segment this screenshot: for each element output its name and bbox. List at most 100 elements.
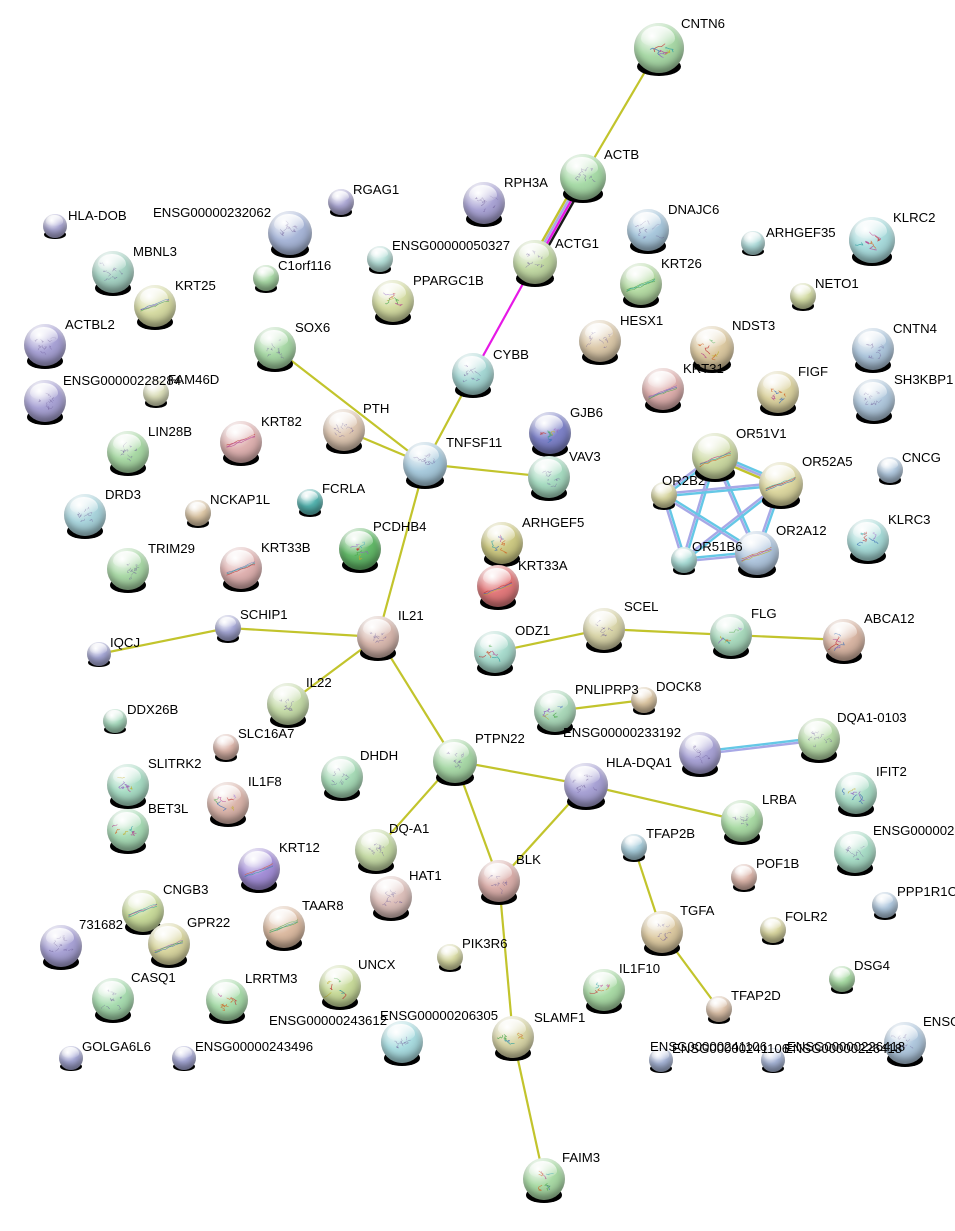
protein-node-TFAP2D[interactable] xyxy=(706,996,732,1024)
edge-SOX6-TNFSF11-textmining[interactable] xyxy=(274,347,426,465)
protein-node-ODZ1[interactable] xyxy=(474,631,516,676)
protein-node-SOX6[interactable] xyxy=(254,327,296,372)
protein-node-FLG[interactable] xyxy=(710,614,752,659)
protein-node-SCEL[interactable] xyxy=(583,608,625,653)
protein-node-731682[interactable] xyxy=(40,925,82,970)
protein-node-GPR22[interactable] xyxy=(148,923,190,968)
protein-node-IL1F8[interactable] xyxy=(207,782,249,827)
protein-label-HLA-DOB: HLA-DOB xyxy=(68,207,127,223)
protein-label-DQ-A1: DQ-A1 xyxy=(389,820,430,836)
protein-node-DSG4[interactable] xyxy=(829,966,855,994)
protein-node-DHDH[interactable] xyxy=(321,756,363,801)
protein-node-ARHGEF5[interactable] xyxy=(481,522,523,567)
protein-node-SLITRK2[interactable] xyxy=(107,764,149,809)
protein-node-SLC16A7[interactable] xyxy=(213,734,239,762)
protein-node-BLK[interactable] xyxy=(478,860,520,905)
protein-node-HLA-DQA1[interactable] xyxy=(564,763,608,810)
protein-node-NETO1[interactable] xyxy=(790,283,816,311)
protein-node-POF1B[interactable] xyxy=(731,864,757,892)
protein-node-PTH[interactable] xyxy=(323,409,365,454)
protein-node-KRT25[interactable] xyxy=(134,285,176,330)
protein-node-CNCG[interactable] xyxy=(877,457,903,485)
protein-node-DNAJC6[interactable] xyxy=(627,209,669,254)
protein-node-BET3L[interactable] xyxy=(107,809,149,854)
protein-node-LRBA[interactable] xyxy=(721,800,763,845)
protein-node-TFAP2B[interactable] xyxy=(621,834,647,862)
protein-node-UNCX[interactable] xyxy=(319,965,361,1010)
protein-node-HESX1[interactable] xyxy=(579,320,621,365)
node-sphere xyxy=(834,831,876,873)
protein-node-OR52A5[interactable] xyxy=(759,462,803,509)
protein-node-SH3KBP1[interactable] xyxy=(853,379,895,424)
protein-node-FAIM3[interactable] xyxy=(523,1158,565,1203)
protein-node-PIK3R6[interactable] xyxy=(437,944,463,972)
protein-node-PTPN22[interactable] xyxy=(433,739,477,786)
protein-node-KRT31[interactable] xyxy=(642,368,684,413)
protein-node-VAV3[interactable] xyxy=(528,456,570,501)
protein-node-DRD3[interactable] xyxy=(64,494,106,539)
protein-node-SCHIP1[interactable] xyxy=(215,615,241,643)
edge-SLAMF1-FAIM3-textmining[interactable] xyxy=(511,1036,546,1180)
protein-node-GOLGA6L6[interactable] xyxy=(59,1046,83,1072)
edge-BLK-SLAMF1-textmining[interactable] xyxy=(497,880,515,1038)
edge-TNFSF11-IL21-textmining[interactable] xyxy=(376,463,427,638)
protein-node-KLRC2[interactable] xyxy=(849,217,895,266)
protein-node-TAAR8[interactable] xyxy=(263,906,305,951)
protein-node-DDX26B[interactable] xyxy=(103,709,127,735)
protein-node-FOLR2[interactable] xyxy=(760,917,786,945)
protein-node-KRT33B[interactable] xyxy=(220,547,262,592)
protein-node-LRRTM3[interactable] xyxy=(206,979,248,1024)
protein-node-ENSG00000233192[interactable] xyxy=(679,732,721,777)
protein-node-HAT1[interactable] xyxy=(370,876,412,921)
protein-label-ODZ1: ODZ1 xyxy=(515,622,551,638)
protein-node-CNTN6[interactable] xyxy=(634,23,684,76)
protein-node-RGAG1[interactable] xyxy=(328,189,354,217)
protein-node-KRT82[interactable] xyxy=(220,421,262,466)
protein-node-CASQ1[interactable] xyxy=(92,978,134,1023)
protein-node-IFIT2[interactable] xyxy=(835,772,877,817)
protein-node-ENSG00000206305[interactable] xyxy=(492,1016,534,1061)
edge-SCEL-FLG-textmining[interactable] xyxy=(603,627,732,637)
protein-node-IL22[interactable] xyxy=(267,683,309,728)
protein-node-OR51V1[interactable] xyxy=(692,433,738,482)
protein-node-MBNL3[interactable] xyxy=(92,251,134,296)
protein-node-HLA-DOB[interactable] xyxy=(43,214,67,240)
protein-node-CYBB[interactable] xyxy=(452,353,494,398)
edge-IL21-SCHIP1-textmining[interactable] xyxy=(227,626,379,639)
protein-node-TRIM29[interactable] xyxy=(107,548,149,593)
protein-node-GJB6[interactable] xyxy=(529,412,571,457)
edge-HLA-DQA1-LRBA-textmining[interactable] xyxy=(585,783,743,823)
protein-node-DQA1-0103[interactable] xyxy=(798,718,840,763)
protein-node-IL21[interactable] xyxy=(357,616,399,661)
protein-node-ENSG00000237[interactable] xyxy=(834,831,876,876)
protein-node-ACTBL2[interactable] xyxy=(24,324,66,369)
protein-node-IQCJ[interactable] xyxy=(87,642,111,668)
protein-node-PCDHB4[interactable] xyxy=(339,528,381,573)
protein-node-KRT26[interactable] xyxy=(620,263,662,308)
protein-node-LIN28B[interactable] xyxy=(107,431,149,476)
protein-node-FIGF[interactable] xyxy=(757,371,799,416)
protein-node-FCRLA[interactable] xyxy=(297,489,323,517)
protein-node-KLRC3[interactable] xyxy=(847,519,889,564)
protein-node-ABCA12[interactable] xyxy=(823,619,865,664)
protein-node-C1orf116[interactable] xyxy=(253,265,279,293)
protein-node-ENSG00000232062[interactable] xyxy=(268,211,312,258)
protein-node-KRT12[interactable] xyxy=(238,848,280,893)
protein-node-ENSG00000228284[interactable] xyxy=(24,380,66,425)
protein-node-PPARGC1B[interactable] xyxy=(372,280,414,325)
edge-SCHIP1-IQCJ-textmining[interactable] xyxy=(98,626,229,656)
protein-node-RPH3A[interactable] xyxy=(463,182,505,227)
protein-node-TGFA[interactable] xyxy=(641,911,683,956)
protein-node-NCKAP1L[interactable] xyxy=(185,500,211,528)
protein-node-ARHGEF35[interactable] xyxy=(741,231,765,257)
protein-node-ACTG1[interactable] xyxy=(513,240,557,287)
protein-node-TNFSF11[interactable] xyxy=(403,442,447,489)
protein-node-ENSG00000243496[interactable] xyxy=(172,1046,196,1072)
protein-node-PPP1R1C[interactable] xyxy=(872,892,898,920)
protein-node-KRT33A[interactable] xyxy=(477,565,519,610)
protein-node-CNTN4[interactable] xyxy=(852,328,894,373)
protein-node-ENSG00000050327[interactable] xyxy=(367,246,393,274)
protein-node-ENSG00000243612[interactable] xyxy=(381,1021,423,1066)
protein-node-ACTB[interactable] xyxy=(560,154,606,203)
